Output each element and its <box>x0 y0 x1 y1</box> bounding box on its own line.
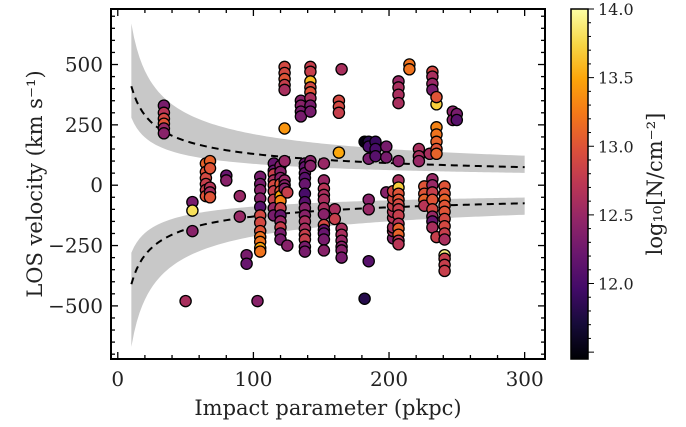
data-point <box>317 233 331 246</box>
plot-area <box>110 8 546 360</box>
plot-frame <box>110 8 546 360</box>
data-point <box>281 186 294 199</box>
data-point <box>438 264 451 278</box>
colorbar-tick-label: 12.0 <box>598 275 634 294</box>
lower-band <box>131 197 525 347</box>
colorbar-tick-label: 13.0 <box>598 137 634 156</box>
data-point <box>332 106 346 120</box>
data-point <box>253 245 267 258</box>
data-point <box>412 154 426 168</box>
x-axis-title: Impact parameter (pkpc) <box>194 396 461 420</box>
data-point <box>335 251 348 264</box>
data-point <box>233 210 247 223</box>
data-point <box>430 147 443 161</box>
data-point <box>186 224 199 238</box>
data-point <box>392 238 405 251</box>
data-point <box>278 154 291 168</box>
data-point <box>335 63 348 76</box>
y-tick-label: −500 <box>48 294 103 318</box>
y-tick-labels: −500 −250 0 250 500 <box>48 53 103 318</box>
data-point <box>157 127 171 140</box>
x-tick-label: 0 <box>111 367 124 391</box>
data-point <box>179 294 192 308</box>
data-point <box>317 207 331 221</box>
colorbar-tick-label: 13.5 <box>598 69 634 88</box>
velocity-band <box>130 23 525 347</box>
data-point <box>251 294 264 308</box>
y-tick-label: −250 <box>48 234 103 258</box>
y-tick-label: 0 <box>90 173 103 197</box>
data-point <box>317 244 331 257</box>
y-tick-label: 250 <box>65 113 103 137</box>
data-point <box>220 174 233 187</box>
data-point <box>304 105 317 118</box>
data-point <box>362 203 375 216</box>
data-point <box>298 245 312 258</box>
data-point <box>380 151 393 164</box>
data-point <box>430 90 443 104</box>
data-point <box>328 212 342 226</box>
data-point <box>240 257 253 270</box>
data-point <box>317 157 331 170</box>
y-axis-title: LOS velocity (km s⁻¹) <box>23 70 47 297</box>
colorbar-title: log₁₀[N/cm⁻²] <box>643 113 667 256</box>
data-point <box>203 162 217 175</box>
data-point <box>392 96 405 110</box>
data-point <box>362 254 375 268</box>
data-point <box>369 149 382 163</box>
data-point <box>233 189 247 203</box>
x-tick-label: 300 <box>506 367 544 391</box>
data-point <box>450 113 464 127</box>
data-point <box>186 204 199 217</box>
data-point <box>304 159 317 173</box>
data-point <box>403 63 416 76</box>
x-tick-label: 200 <box>370 367 408 391</box>
colorbar-ticks: 12.0 12.5 13.0 13.5 14.0 <box>588 0 634 353</box>
data-point <box>392 154 405 168</box>
axis-ticks <box>111 9 545 359</box>
x-tick-labels: 0 100 200 300 <box>111 367 543 391</box>
data-points <box>157 58 464 308</box>
data-point <box>332 146 346 159</box>
colorbar-gradient <box>570 8 589 360</box>
data-point <box>358 292 371 305</box>
data-point <box>278 83 291 97</box>
data-point <box>380 140 393 153</box>
colorbar-tick-label: 14.0 <box>598 0 634 19</box>
upper-band <box>131 23 525 173</box>
colorbar-tick-label: 12.5 <box>598 206 634 225</box>
data-point <box>281 239 294 252</box>
y-tick-label: 500 <box>65 53 103 77</box>
colorbar: 12.0 12.5 13.0 13.5 14.0 log₁₀[N/cm⁻²] <box>570 0 667 360</box>
data-point <box>203 191 217 204</box>
x-tick-label: 100 <box>234 367 272 391</box>
data-point <box>278 122 291 135</box>
data-point <box>438 233 451 246</box>
